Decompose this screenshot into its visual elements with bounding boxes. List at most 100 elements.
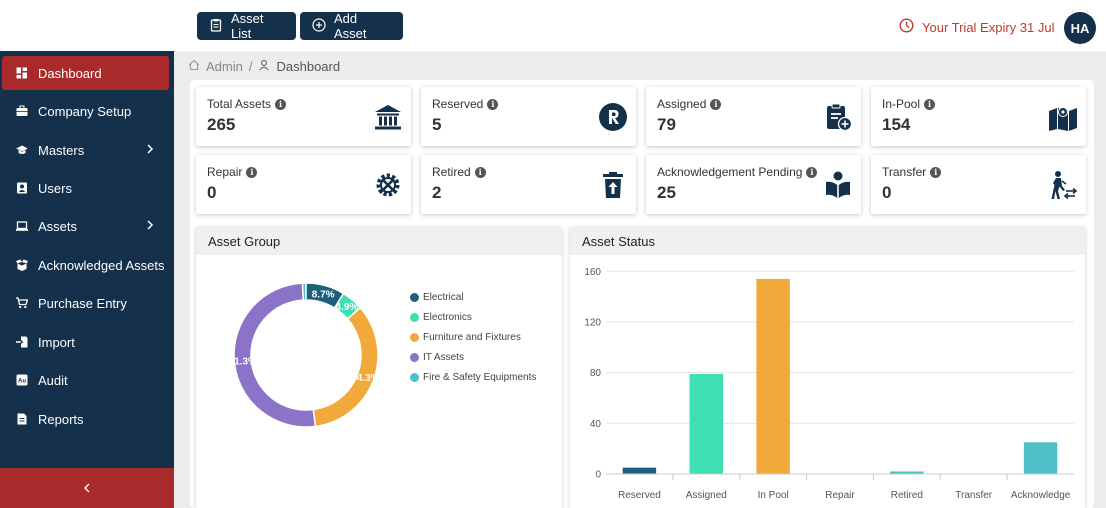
graduation-cap-icon xyxy=(16,144,28,156)
stat-card-transfer[interactable]: Transfer i 0 xyxy=(871,155,1086,214)
asset-list-button[interactable]: Asset List xyxy=(197,11,296,41)
import-icon xyxy=(16,336,28,348)
info-icon[interactable]: i xyxy=(930,166,942,178)
dashboard-panel: Total Assets i 265 Reserved i 5 Assigned i … xyxy=(190,80,1094,508)
sidebar-item-reports[interactable]: Reports xyxy=(2,402,169,436)
sidebar-item-users[interactable]: Users xyxy=(2,171,169,205)
legend-swatch xyxy=(410,292,419,302)
y-tick-label: 120 xyxy=(584,318,601,329)
sidebar-item-company-setup[interactable]: Company Setup xyxy=(2,94,169,128)
donut-slice[interactable] xyxy=(233,282,317,428)
x-tick-label: Repair xyxy=(825,490,855,501)
sidebar-item-label: Company Setup xyxy=(38,103,132,119)
card-value: 25 xyxy=(657,183,676,202)
sidebar-item-label: Dashboard xyxy=(38,65,102,81)
info-icon[interactable]: i xyxy=(487,98,499,110)
legend-label: Fire & Safety Equipments xyxy=(423,371,537,383)
add-asset-label: Add Asset xyxy=(334,11,367,41)
user-outline-icon xyxy=(258,59,270,74)
person-transfer-icon xyxy=(1048,170,1078,200)
sidebar-item-dashboard[interactable]: Dashboard xyxy=(2,56,169,90)
card-value: 2 xyxy=(432,183,442,202)
card-value: 0 xyxy=(882,183,892,202)
stat-card-reserved[interactable]: Reserved i 5 xyxy=(421,87,636,146)
card-label: Repair xyxy=(207,165,243,179)
sidebar-item-label: Acknowledged Assets xyxy=(38,257,165,273)
top-bar: Asset List Add Asset Your Trial Expiry 3… xyxy=(0,0,1106,51)
card-value: 5 xyxy=(432,115,442,134)
trial-expiry-notice: Your Trial Expiry 31 Jul xyxy=(899,18,1054,36)
legend-item[interactable]: Furniture and Fixtures xyxy=(410,327,536,347)
sidebar-item-audit[interactable]: Au Audit xyxy=(2,363,169,397)
stat-card-assigned[interactable]: Assigned i 79 xyxy=(646,87,861,146)
map-pin-icon xyxy=(1048,102,1078,132)
stat-card-in-pool[interactable]: In-Pool i 154 xyxy=(871,87,1086,146)
clipboard-icon xyxy=(209,18,223,35)
bar[interactable] xyxy=(890,471,924,474)
y-tick-label: 80 xyxy=(590,368,602,379)
info-icon[interactable]: i xyxy=(710,98,722,110)
dashboard-icon xyxy=(16,67,28,79)
asset-list-label: Asset List xyxy=(231,11,264,41)
cart-icon xyxy=(16,297,28,309)
legend-swatch xyxy=(410,332,419,342)
asset-status-title: Asset Status xyxy=(570,227,1085,255)
audit-icon: Au xyxy=(16,374,28,386)
legend-item[interactable]: Fire & Safety Equipments xyxy=(410,367,536,387)
sidebar-item-assets[interactable]: Assets xyxy=(2,209,169,243)
legend-swatch xyxy=(410,312,419,322)
legend-item[interactable]: Electrical xyxy=(410,287,536,307)
user-avatar[interactable]: HA xyxy=(1064,12,1096,44)
report-icon xyxy=(16,413,28,425)
info-icon[interactable]: i xyxy=(246,166,258,178)
trial-expiry-text: Your Trial Expiry 31 Jul xyxy=(922,19,1055,35)
y-tick-label: 40 xyxy=(590,419,602,430)
legend-item[interactable]: Electronics xyxy=(410,307,536,327)
info-icon[interactable]: i xyxy=(275,98,287,110)
sidebar-collapse-button[interactable] xyxy=(0,468,174,508)
info-icon[interactable]: i xyxy=(806,166,818,178)
card-label: Assigned xyxy=(657,97,707,111)
donut-slice-label: 4.9% xyxy=(336,302,359,313)
sidebar-item-import[interactable]: Import xyxy=(2,325,169,359)
bar[interactable] xyxy=(1023,442,1058,474)
stat-card-total-assets[interactable]: Total Assets i 265 xyxy=(196,87,411,146)
bar[interactable] xyxy=(622,467,657,474)
bar[interactable] xyxy=(756,278,790,474)
card-label: Reserved xyxy=(432,97,484,111)
trash-restore-icon xyxy=(598,170,628,200)
donut-slice[interactable] xyxy=(312,306,379,428)
sidebar-item-label: Purchase Entry xyxy=(38,295,127,311)
sidebar-item-purchase-entry[interactable]: Purchase Entry xyxy=(2,286,169,320)
stat-card-retired[interactable]: Retired i 2 xyxy=(421,155,636,214)
info-icon[interactable]: i xyxy=(924,98,936,110)
asset-group-donut-chart: 8.7%4.9% 34.3% 51.3% xyxy=(229,282,380,428)
asset-status-bar-chart: 0 40 80 120 160 Reserved Assigned In Pool Repair… xyxy=(584,267,1074,501)
bar[interactable] xyxy=(689,373,723,474)
card-value: 0 xyxy=(207,183,217,202)
sidebar-item-label: Reports xyxy=(38,411,84,427)
plus-circle-icon xyxy=(312,17,326,35)
info-icon[interactable]: i xyxy=(474,166,486,178)
add-asset-button[interactable]: Add Asset xyxy=(300,11,403,41)
stat-card-acknowledgement-pending[interactable]: Acknowledgement Pending i 25 xyxy=(646,155,861,214)
book-reader-icon xyxy=(823,170,853,200)
asset-status-card: Asset Status 0 40 80 120 160 Reserved Assigned… xyxy=(570,227,1085,508)
sidebar-item-acknowledged-assets[interactable]: Acknowledged Assets xyxy=(2,248,169,282)
card-label: Transfer xyxy=(882,165,927,179)
x-tick-label: Acknowledge xyxy=(1011,490,1071,501)
sidebar-item-masters[interactable]: Masters xyxy=(2,133,169,167)
sidebar-item-label: Assets xyxy=(38,218,78,234)
home-icon xyxy=(188,59,200,74)
x-tick-label: Reserved xyxy=(618,490,661,501)
donut-slice-label: 51.3% xyxy=(229,356,257,367)
legend-item[interactable]: IT Assets xyxy=(410,347,536,367)
breadcrumb-admin-link[interactable]: Admin xyxy=(206,59,243,74)
legend-swatch xyxy=(410,372,419,382)
laptop-icon xyxy=(16,220,28,232)
bank-icon xyxy=(373,102,403,132)
legend-label: Electronics xyxy=(423,311,472,323)
card-label: Retired xyxy=(432,165,471,179)
legend-label: Furniture and Fixtures xyxy=(423,331,521,343)
stat-card-repair[interactable]: Repair i 0 xyxy=(196,155,411,214)
